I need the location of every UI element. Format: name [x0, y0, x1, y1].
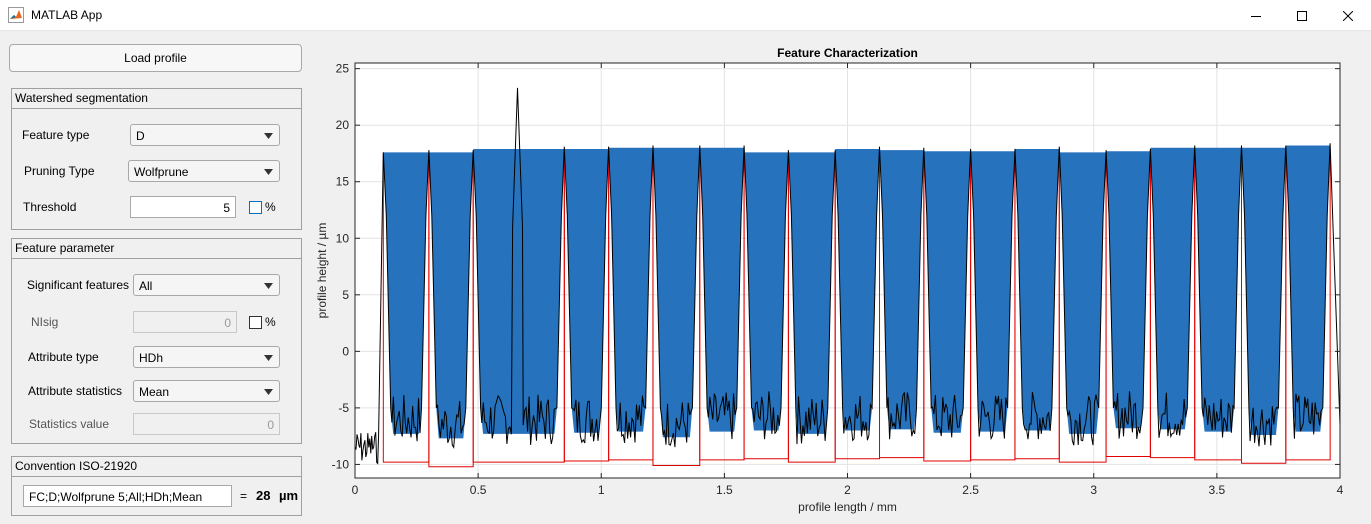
feature-type-label: Feature type: [22, 128, 90, 142]
minimize-icon: [1251, 15, 1261, 17]
threshold-input[interactable]: 5: [130, 196, 236, 218]
feature-area: [1059, 152, 1107, 434]
profile-line: [354, 87, 1341, 465]
load-profile-button[interactable]: Load profile: [9, 44, 302, 72]
threshold-percent-checkbox[interactable]: [249, 201, 262, 214]
y-tick-label: 15: [336, 175, 350, 189]
feature-area: [699, 147, 745, 432]
watershed-segmentation-panel: Watershed segmentation Feature type D Pr…: [11, 88, 302, 230]
equals-sign: =: [240, 489, 248, 503]
x-tick-label: 3.5: [1209, 483, 1226, 497]
x-tick-label: 1: [598, 483, 605, 497]
minimize-button[interactable]: [1233, 0, 1279, 31]
y-tick-label: 10: [336, 231, 350, 245]
window-title: MATLAB App: [31, 8, 103, 22]
statistics-value: 0: [267, 418, 274, 432]
nlsig-percent-label: %: [265, 315, 276, 329]
close-icon: [1343, 10, 1353, 21]
attribute-statistics-label: Attribute statistics: [28, 384, 123, 398]
maximize-button[interactable]: [1279, 0, 1325, 31]
significant-features-dropdown[interactable]: All: [133, 274, 280, 296]
feature-area: [1106, 151, 1151, 429]
result-value: 28: [256, 488, 271, 503]
feature-characterization-chart[interactable]: 0 0.5 1 1.5 2 2.5 3 3.5 4 -10 -5 0 5 10 15 20 25 Feature …: [310, 40, 1360, 518]
statistics-value-field[interactable]: 0: [133, 413, 280, 435]
feature-area: [835, 148, 880, 431]
chevron-down-icon: [264, 169, 273, 175]
feature-area: [564, 148, 609, 433]
pruning-type-label: Pruning Type: [24, 164, 95, 178]
significant-features-label: Significant features: [27, 278, 130, 292]
feature-area: [383, 152, 429, 434]
feature-area: [428, 152, 474, 439]
panel-title: Convention ISO-21920: [12, 457, 301, 477]
threshold-value: 5: [223, 201, 230, 215]
panel-title: Feature parameter: [12, 239, 301, 259]
x-tick-label: 2.5: [962, 483, 979, 497]
pruning-type-dropdown[interactable]: Wolfprune: [128, 160, 280, 182]
nlsig-value: 0: [224, 316, 231, 330]
feature-area: [1194, 147, 1242, 432]
x-tick-label: 0: [352, 483, 359, 497]
convention-code: FC;D;Wolfprune 5;All;HDh;Mean: [29, 490, 203, 504]
significant-features-value: All: [139, 279, 153, 293]
feature-area: [970, 151, 1015, 432]
chart-title: Feature Characterization: [777, 46, 918, 60]
y-tick-label: 25: [336, 62, 350, 76]
y-axis-label: profile height / µm: [315, 223, 329, 319]
feature-area: [1241, 147, 1286, 436]
feature-area: [473, 148, 565, 434]
x-tick-label: 0.5: [470, 483, 487, 497]
panel-title: Watershed segmentation: [12, 89, 301, 109]
feature-area: [1014, 148, 1060, 431]
y-tick-label: 20: [336, 118, 350, 132]
feature-area: [788, 152, 836, 434]
threshold-percent-label: %: [265, 200, 276, 214]
y-tick-label: -5: [338, 401, 349, 415]
nlsig-input[interactable]: 0: [133, 311, 237, 333]
attribute-statistics-value: Mean: [139, 385, 170, 399]
feature-area: [608, 147, 653, 432]
statistics-value-label: Statistics value: [29, 417, 110, 431]
feature-type-value: D: [136, 129, 145, 143]
convention-code-field[interactable]: FC;D;Wolfprune 5;All;HDh;Mean: [23, 485, 232, 507]
matlab-logo-icon: [8, 7, 24, 23]
feature-area: [1285, 145, 1331, 432]
y-tick-label: 0: [342, 344, 349, 358]
attribute-statistics-dropdown[interactable]: Mean: [133, 380, 280, 402]
nlsig-label: NIsig: [31, 315, 59, 329]
x-tick-label: 1.5: [716, 483, 733, 497]
chevron-down-icon: [264, 133, 273, 139]
result-unit: µm: [279, 488, 299, 503]
close-button[interactable]: [1325, 0, 1371, 31]
chevron-down-icon: [264, 283, 273, 289]
feature-type-dropdown[interactable]: D: [130, 124, 280, 146]
attribute-type-dropdown[interactable]: HDh: [133, 346, 280, 368]
y-tick-label: -10: [332, 457, 350, 471]
feature-area: [1150, 147, 1195, 430]
x-tick-label: 3: [1090, 483, 1097, 497]
chevron-down-icon: [264, 389, 273, 395]
maximize-icon: [1297, 10, 1307, 21]
feature-area: [652, 147, 700, 438]
threshold-label: Threshold: [23, 200, 77, 214]
nlsig-percent-checkbox[interactable]: [249, 316, 262, 329]
x-axis-label: profile length / mm: [798, 500, 897, 514]
attribute-type-label: Attribute type: [28, 350, 99, 364]
title-bar: MATLAB App: [0, 0, 1371, 31]
y-tick-label: 5: [342, 288, 349, 302]
x-tick-label: 2: [844, 483, 851, 497]
pruning-type-value: Wolfprune: [134, 165, 189, 179]
feature-area: [923, 151, 971, 433]
x-tick-label: 4: [1337, 483, 1344, 497]
feature-parameter-panel: Feature parameter Significant features A…: [11, 238, 302, 444]
feature-area: [744, 152, 789, 431]
convention-panel: Convention ISO-21920 FC;D;Wolfprune 5;Al…: [11, 456, 302, 516]
pit-outline: [1285, 147, 1331, 461]
attribute-type-value: HDh: [139, 351, 164, 365]
chevron-down-icon: [264, 355, 273, 361]
feature-area: [879, 150, 924, 430]
